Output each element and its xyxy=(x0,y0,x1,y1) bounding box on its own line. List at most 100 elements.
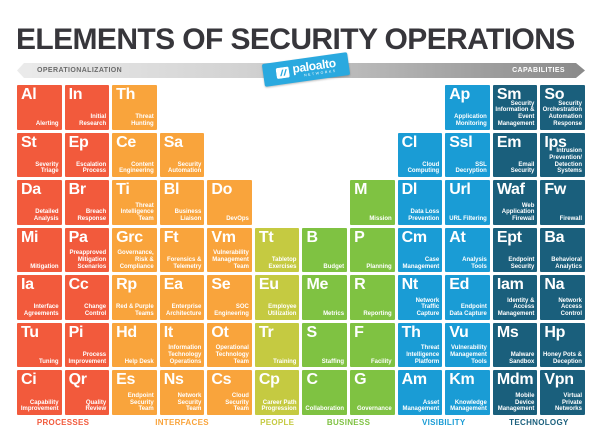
tile-name: Application Monitoring xyxy=(454,114,487,127)
tile-it-r6: It Information Technology Operations xyxy=(159,322,205,368)
tile-am-r7: Am Asset Management xyxy=(397,370,443,415)
tile-name: Help Desk xyxy=(124,358,154,365)
tile-m-r3: M Mission xyxy=(350,180,395,225)
tile-al-r1: Al Alerting xyxy=(17,85,62,130)
tile-symbol: Th xyxy=(116,86,136,103)
tile-hd-r6: Hd Help Desk xyxy=(112,322,157,368)
tile-name: Breach Response xyxy=(77,209,107,222)
tile-symbol: At xyxy=(449,228,466,246)
tile-name: Process Improvement xyxy=(68,351,107,365)
tile-name: DevOps xyxy=(226,215,249,222)
tile-name: Email Security xyxy=(510,161,535,175)
tile-waf-r3: Waf Web Application Firewall xyxy=(492,180,538,225)
tile-symbol: F xyxy=(354,323,364,341)
tile-symbol: Pi xyxy=(68,323,84,341)
tile-symbol: Me xyxy=(306,276,329,294)
tile-name: Red & Purple Teams xyxy=(116,304,154,318)
tile-name: Network Access Control xyxy=(558,297,582,318)
tile-name: Endpoint Security xyxy=(508,256,535,270)
tile-se-r5: Se SOC Engineering xyxy=(207,275,252,320)
tile-symbol: Do xyxy=(211,181,233,199)
tile-b-r4: B Budget xyxy=(302,227,348,273)
tile-at-r4: At Analysis Tools xyxy=(445,227,490,273)
tile-nt-r5: Nt Network Traffic Capture xyxy=(397,275,443,320)
tile-symbol: Ed xyxy=(449,276,470,294)
periodic-grid: Al Alerting In Initial Research Th Threa… xyxy=(17,85,585,415)
tile-symbol: Tr xyxy=(258,323,274,341)
tile-name: Metrics xyxy=(323,311,345,318)
tile-ot-r6: Ot Operational Technology Team xyxy=(207,322,252,368)
tile-symbol: So xyxy=(544,86,565,103)
tile-symbol: Th xyxy=(401,323,421,341)
tile-g-r7: G Governance xyxy=(350,370,395,415)
tile-da-r3: Da Detailed Analysis xyxy=(17,180,62,225)
tile-ed-r5: Ed Endpoint Data Capture xyxy=(445,275,490,320)
tile-symbol: Cm xyxy=(401,228,427,246)
tile-r-r5: R Reporting xyxy=(350,275,395,320)
tile-name: Training xyxy=(273,358,297,365)
tile-name: Endpoint Security Team xyxy=(127,392,154,413)
tile-symbol: Ea xyxy=(163,276,183,294)
tile-name: Cloud Security Team xyxy=(225,392,249,413)
tile-grc-r4: Grc Governance, Risk & Compliance xyxy=(112,227,157,273)
tile-cl-r2: Cl Cloud Computing xyxy=(397,132,443,178)
tile-name: Quality Review xyxy=(85,399,107,413)
tile-es-r7: Es Endpoint Security Team xyxy=(112,370,157,415)
tile-so-r1: So Security Orchestration Automation Res… xyxy=(540,85,585,130)
tile-name: Endpoint Data Capture xyxy=(449,304,487,318)
paloalto-logo: paloalto NETWORKS xyxy=(261,52,351,87)
tile-name: Mission xyxy=(369,215,392,222)
tile-vu-r6: Vu Vulnerability Management Tools xyxy=(445,322,490,368)
tile-symbol: Mi xyxy=(21,228,39,246)
tile-symbol: Am xyxy=(401,371,427,389)
tile-symbol: Mdm xyxy=(496,371,534,389)
tile-name: Facility xyxy=(370,358,392,365)
tile-name: Security Automation xyxy=(168,161,202,175)
tile-symbol: P xyxy=(354,228,365,246)
tile-name: Intrusion Prevention/ Detection Systems xyxy=(549,148,582,175)
tile-symbol: Ti xyxy=(116,181,130,199)
tile-symbol: Tt xyxy=(258,228,274,246)
tile-ns-r7: Ns Network Security Team xyxy=(159,370,205,415)
tile-ept-r4: Ept Endpoint Security xyxy=(492,227,538,273)
tile-name: Malware Sandbox xyxy=(509,351,535,365)
tile-url-r3: Url URL Filtering xyxy=(445,180,490,225)
tile-th-r6: Th Threat Intelligence Platform xyxy=(397,322,443,368)
tile-name: Threat Hunting xyxy=(131,114,154,127)
tile-pa-r4: Pa Preapproved Mitigation Scenarios xyxy=(64,227,110,273)
tile-symbol: Es xyxy=(116,371,136,389)
tile-symbol: Waf xyxy=(496,181,525,199)
tile-symbol: M xyxy=(354,181,368,199)
tile-name: Severity Triage xyxy=(35,161,59,175)
tile-tr-r6: Tr Training xyxy=(254,322,300,368)
tile-name: Network Security Team xyxy=(177,392,202,413)
tile-name: Data Loss Prevention xyxy=(408,209,440,222)
tile-symbol: Vu xyxy=(449,323,469,341)
tile-symbol: Cp xyxy=(258,371,280,389)
tile-symbol: C xyxy=(306,371,318,389)
tile-em-r2: Em Email Security xyxy=(492,132,538,178)
tile-symbol: Al xyxy=(21,86,37,103)
tile-name: Career Path Progression xyxy=(261,399,297,413)
category-legend: PROCESSES INTERFACES PEOPLE BUSINESS VISIBIL… xyxy=(17,418,585,427)
tile-ms-r6: Ms Malware Sandbox xyxy=(492,322,538,368)
tile-symbol: Ap xyxy=(449,86,470,103)
tile-name: Content Engineering xyxy=(119,161,154,175)
category-label-interfaces: INTERFACES xyxy=(155,418,209,427)
tile-name: Staffing xyxy=(321,358,345,365)
tile-in-r1: In Initial Research xyxy=(64,85,110,130)
tile-symbol: Dl xyxy=(401,181,418,199)
tile-symbol: Da xyxy=(21,181,41,199)
tile-name: Mitigation xyxy=(30,263,59,270)
tile-name: Collaboration xyxy=(305,406,345,413)
tile-cm-r4: Cm Case Management xyxy=(397,227,443,273)
tile-name: Initial Research xyxy=(79,114,107,127)
tile-ft-r4: Ft Forensics & Telemetry xyxy=(159,227,205,273)
category-label-visibility: VISIBILITY xyxy=(422,418,466,427)
tile-do-r3: Do DevOps xyxy=(207,180,252,225)
tile-km-r7: Km Knowledge Management xyxy=(445,370,490,415)
category-label-people: PEOPLE xyxy=(260,418,295,427)
tile-s-r6: S Staffing xyxy=(302,322,348,368)
tile-symbol: Se xyxy=(211,276,231,294)
tile-symbol: Hp xyxy=(544,323,566,341)
